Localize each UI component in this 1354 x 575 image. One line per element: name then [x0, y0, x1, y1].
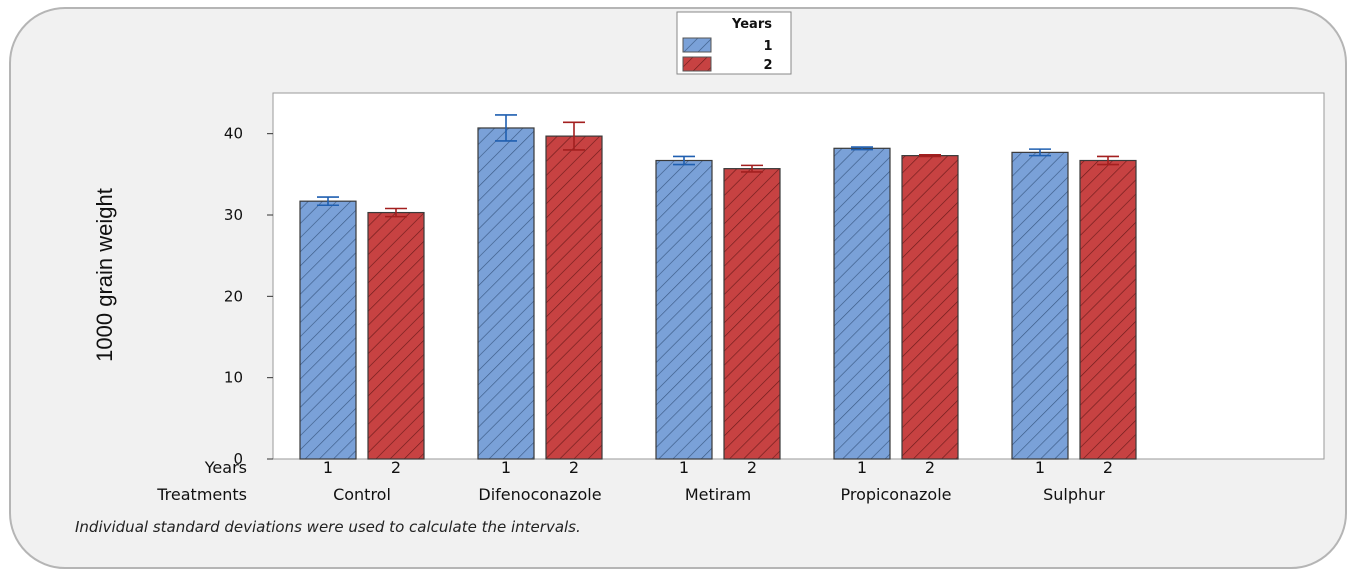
x-category-label: Metiram: [685, 485, 751, 504]
bar-propiconazole-year-1: [833, 147, 891, 460]
y-axis-label: 1000 grain weight: [92, 188, 117, 362]
y-tick-label: 10: [224, 369, 243, 387]
legend-title: Years: [731, 17, 772, 32]
bar-sulphur-year-2: [1079, 159, 1137, 460]
error-bar-metiram-year-2: [741, 164, 763, 173]
x-year-label: 1: [857, 458, 867, 477]
y-tick-label: 40: [224, 125, 243, 143]
plot-area: [272, 92, 1325, 460]
legend-label-1: 1: [763, 39, 772, 54]
years-row-label: Years: [204, 458, 247, 477]
x-year-label: 2: [747, 458, 757, 477]
error-bar-sulphur-year-2: [1097, 155, 1119, 166]
error-bar-control-year-2: [385, 207, 407, 218]
x-category-label: Control: [333, 485, 391, 504]
bars: [299, 114, 1137, 460]
legend: Years 1 2: [676, 11, 792, 75]
bar-control-year-1: [299, 200, 357, 460]
bar-control-year-2: [367, 211, 425, 460]
error-bar-control-year-1: [317, 196, 339, 207]
x-year-label: 2: [1103, 458, 1113, 477]
x-category-label: Difenoconazole: [478, 485, 601, 504]
x-year-label: 1: [1035, 458, 1045, 477]
y-axis: 0 10 20 30 40: [224, 125, 273, 468]
x-category-label: Sulphur: [1043, 485, 1105, 504]
bar-difenoconazole-year-1: [477, 127, 535, 460]
bar-metiram-year-1: [655, 159, 713, 460]
legend-label-2: 2: [763, 58, 772, 73]
error-bar-difenoconazole-year-1: [495, 114, 517, 142]
bar-propiconazole-year-2: [901, 155, 959, 460]
x-category-label: Propiconazole: [841, 485, 952, 504]
y-tick-label: 30: [224, 206, 243, 224]
error-bar-sulphur-year-1: [1029, 148, 1051, 157]
x-year-label: 1: [679, 458, 689, 477]
y-tick-label: 20: [224, 287, 243, 305]
error-bar-propiconazole-year-1: [851, 146, 873, 151]
y-tick-label: 0: [233, 450, 243, 468]
treatments-row-label: Treatments: [156, 485, 247, 504]
x-year-label: 2: [391, 458, 401, 477]
error-bar-metiram-year-1: [673, 155, 695, 166]
bar-sulphur-year-1: [1011, 151, 1069, 460]
legend-swatch-2: [682, 56, 712, 72]
bar-metiram-year-2: [723, 168, 781, 460]
footnote: Individual standard deviations were used…: [75, 518, 581, 536]
x-year-label: 2: [925, 458, 935, 477]
error-bar-propiconazole-year-2: [919, 154, 941, 158]
x-year-label: 1: [323, 458, 333, 477]
x-year-label: 1: [501, 458, 511, 477]
bar-difenoconazole-year-2: [545, 135, 603, 460]
x-year-label: 2: [569, 458, 579, 477]
legend-swatch-1: [682, 37, 712, 53]
error-bar-difenoconazole-year-2: [563, 121, 585, 151]
